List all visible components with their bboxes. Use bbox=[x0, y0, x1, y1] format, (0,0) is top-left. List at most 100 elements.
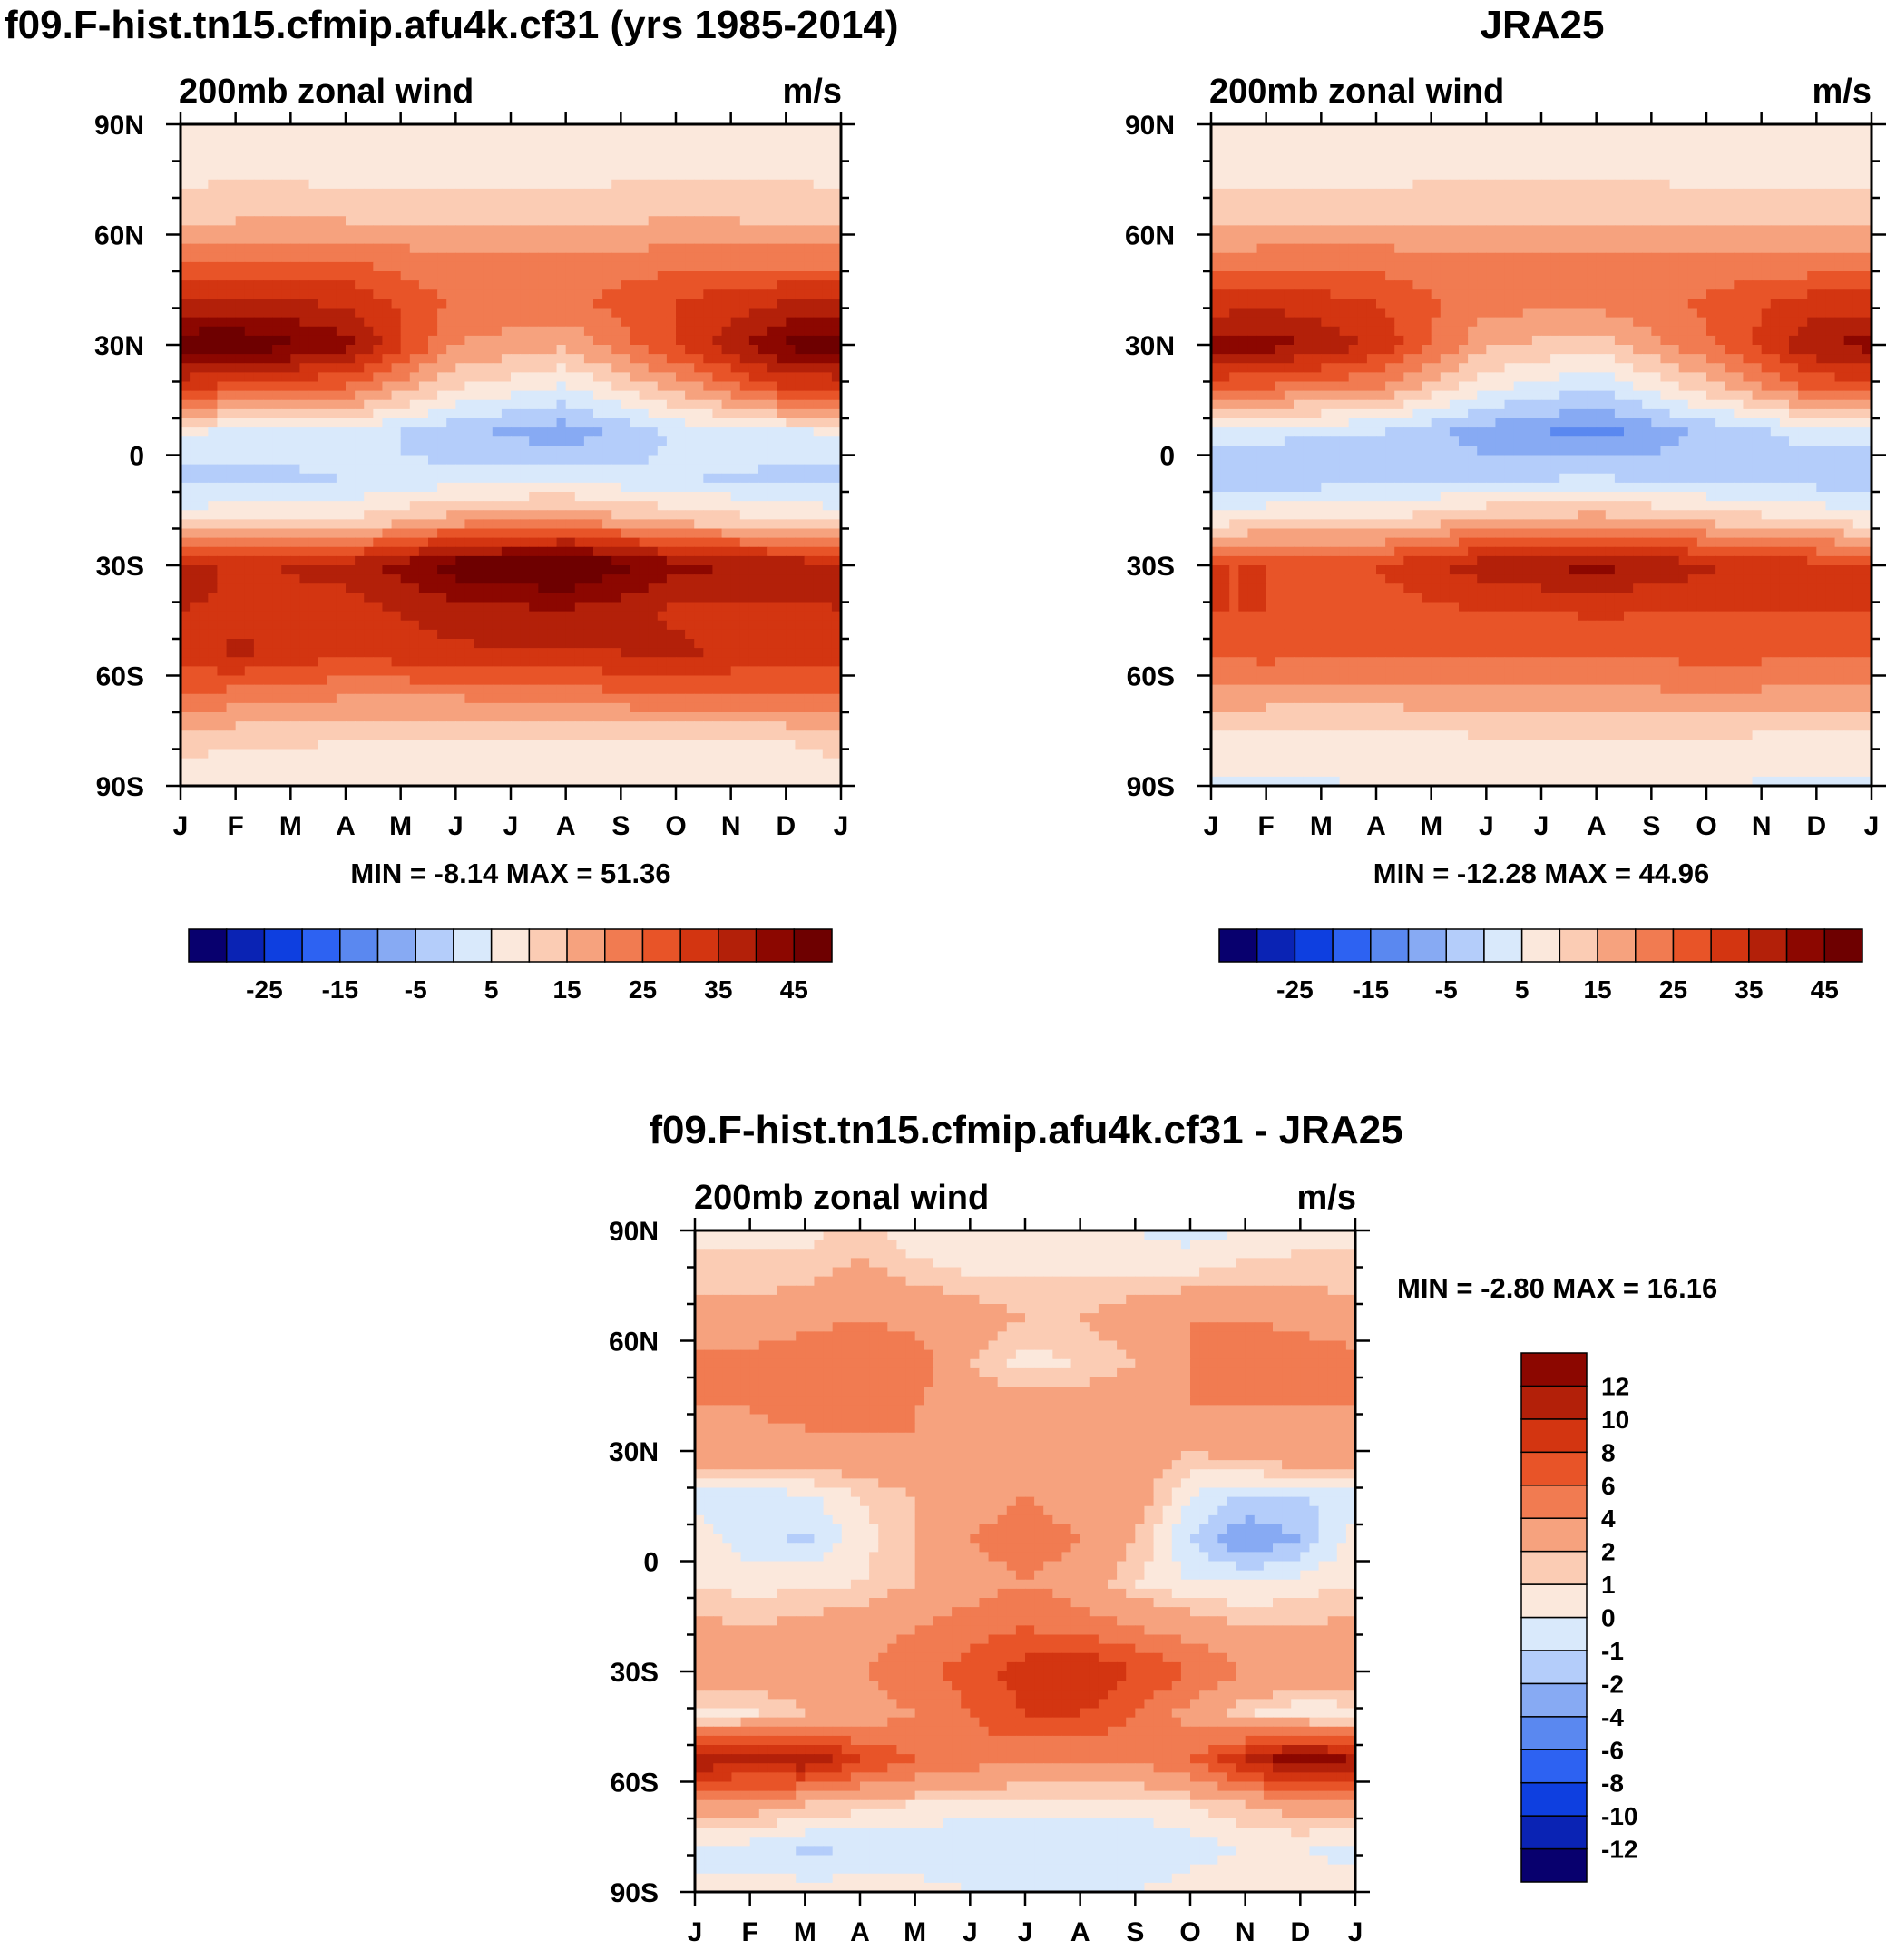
model-field-cell bbox=[648, 675, 659, 686]
model-field-cell bbox=[547, 528, 558, 539]
model-field-cell bbox=[786, 537, 797, 548]
model-field-cell bbox=[501, 555, 512, 566]
model-field-cell bbox=[253, 179, 264, 190]
model-field-cell bbox=[272, 326, 282, 337]
model-field-cell bbox=[263, 198, 273, 208]
model-field-cell bbox=[602, 335, 612, 346]
model-field-cell bbox=[712, 234, 723, 245]
model-field-cell bbox=[226, 749, 237, 760]
model-field-cell bbox=[391, 611, 402, 622]
model-field-cell bbox=[281, 583, 291, 593]
model-field-cell bbox=[758, 170, 768, 181]
model-field-cell bbox=[428, 712, 438, 722]
model-field-cell bbox=[593, 124, 603, 134]
model-field-cell bbox=[364, 427, 374, 437]
model-field-cell bbox=[336, 207, 347, 217]
model-field-cell bbox=[621, 455, 631, 466]
model-field-cell bbox=[739, 170, 750, 181]
model-field-cell bbox=[318, 611, 328, 622]
model-field-cell bbox=[813, 179, 824, 190]
model-field-cell bbox=[318, 133, 328, 143]
model-field-cell bbox=[639, 464, 650, 475]
model-field-cell bbox=[501, 730, 512, 740]
model-field-cell bbox=[290, 675, 301, 686]
model-field-cell bbox=[712, 583, 723, 593]
model-field-cell bbox=[648, 179, 659, 190]
model-field-cell bbox=[244, 675, 255, 686]
model-field-cell bbox=[621, 179, 631, 190]
model-field-cell bbox=[226, 501, 237, 511]
model-field-cell bbox=[181, 730, 191, 740]
model-field-cell bbox=[583, 225, 594, 236]
model-field-cell bbox=[648, 583, 659, 593]
model-field-cell bbox=[190, 684, 200, 695]
model-field-cell bbox=[547, 335, 558, 346]
model-field-cell bbox=[455, 749, 466, 760]
model-field-cell bbox=[400, 225, 411, 236]
model-field-cell bbox=[804, 317, 815, 328]
model-field-cell bbox=[217, 684, 228, 695]
model-field-cell bbox=[520, 335, 530, 346]
model-field-cell bbox=[666, 657, 677, 667]
model-field-cell bbox=[739, 740, 750, 750]
model-field-cell bbox=[583, 170, 594, 181]
model-field-cell bbox=[529, 207, 539, 217]
model-field-cell bbox=[703, 675, 714, 686]
model-field-cell bbox=[511, 271, 521, 281]
model-field-cell bbox=[437, 749, 447, 760]
model-field-cell bbox=[574, 639, 585, 649]
model-field-cell bbox=[455, 152, 466, 162]
model-field-cell bbox=[464, 629, 475, 640]
model-field-cell bbox=[556, 234, 567, 245]
model-field-cell bbox=[290, 648, 301, 658]
model-field-cell bbox=[474, 252, 484, 263]
model-field-cell bbox=[813, 492, 824, 502]
model-field-cell bbox=[437, 390, 447, 401]
model-field-cell bbox=[400, 730, 411, 740]
model-field-cell bbox=[336, 271, 347, 281]
model-field-cell bbox=[455, 721, 466, 731]
model-field-cell bbox=[437, 639, 447, 649]
model-field-cell bbox=[244, 492, 255, 502]
model-field-cell bbox=[630, 390, 640, 401]
model-field-cell bbox=[565, 335, 576, 346]
model-field-cell bbox=[263, 252, 273, 263]
model-field-cell bbox=[721, 740, 732, 750]
model-field-cell bbox=[492, 666, 503, 677]
model-field-cell bbox=[657, 730, 668, 740]
model-field-cell bbox=[382, 363, 393, 373]
model-field-cell bbox=[501, 537, 512, 548]
model-field-cell bbox=[657, 528, 668, 539]
model-field-cell bbox=[786, 602, 797, 612]
model-field-cell bbox=[437, 574, 447, 584]
model-field-cell bbox=[831, 565, 841, 575]
model-field-cell bbox=[721, 611, 732, 622]
model-field-cell bbox=[593, 133, 603, 143]
model-field-cell bbox=[290, 684, 301, 695]
model-field-cell bbox=[685, 574, 695, 584]
model-field-cell bbox=[373, 243, 384, 254]
model-field-cell bbox=[391, 299, 402, 309]
model-field-cell bbox=[721, 593, 732, 603]
model-field-cell bbox=[538, 436, 549, 446]
model-field-cell bbox=[748, 427, 759, 437]
model-field-cell bbox=[831, 537, 841, 548]
model-field-cell bbox=[630, 372, 640, 383]
model-field-cell bbox=[355, 602, 365, 612]
model-field-cell bbox=[355, 501, 365, 511]
model-field-cell bbox=[593, 620, 603, 631]
model-field-cell bbox=[547, 152, 558, 162]
model-field-cell bbox=[602, 546, 612, 557]
model-field-cell bbox=[831, 207, 841, 217]
model-field-cell bbox=[501, 207, 512, 217]
model-field-cell bbox=[446, 243, 456, 254]
model-field-cell bbox=[583, 593, 594, 603]
model-field-cell bbox=[831, 408, 841, 419]
model-field-cell bbox=[520, 152, 530, 162]
model-field-cell bbox=[400, 390, 411, 401]
model-field-cell bbox=[346, 124, 356, 134]
model-field-cell bbox=[538, 648, 549, 658]
model-field-cell bbox=[355, 546, 365, 557]
model-field-cell bbox=[556, 299, 567, 309]
model-field-cell bbox=[181, 702, 191, 713]
